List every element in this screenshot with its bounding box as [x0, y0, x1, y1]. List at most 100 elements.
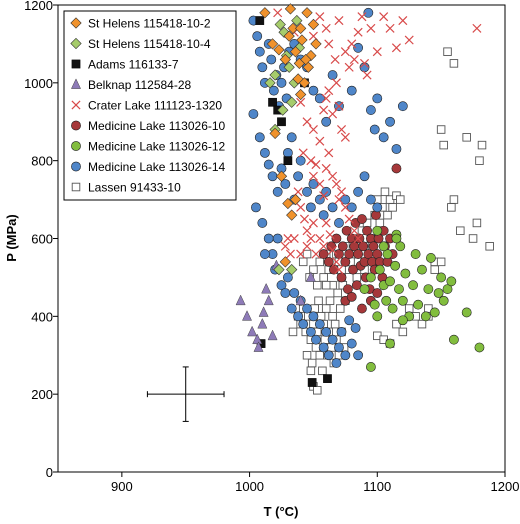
- data-point: [286, 132, 297, 143]
- data-point: [302, 61, 314, 73]
- data-point: [353, 27, 363, 37]
- data-point: [318, 210, 329, 221]
- data-point: [314, 319, 325, 330]
- data-point: [307, 378, 317, 387]
- data-point: [446, 276, 457, 287]
- data-point: [268, 85, 279, 96]
- data-point: [363, 7, 374, 18]
- data-point: [263, 233, 274, 244]
- data-point: [295, 88, 307, 101]
- data-point: [263, 159, 274, 170]
- y-axis-title: P (MPa): [4, 214, 19, 261]
- data-point: [306, 366, 316, 376]
- data-point: [417, 264, 427, 275]
- data-point: [286, 96, 298, 108]
- data-point: [340, 132, 350, 142]
- data-point: [365, 272, 376, 283]
- legend-marker: [71, 182, 81, 192]
- data-point: [280, 241, 290, 251]
- data-point: [382, 249, 393, 259]
- data-point: [306, 156, 316, 166]
- data-point: [430, 265, 440, 274]
- y-tick-label: 400: [31, 309, 53, 324]
- data-point: [315, 179, 325, 189]
- data-point: [353, 233, 363, 244]
- data-point: [319, 191, 329, 201]
- legend-box: [63, 10, 237, 201]
- data-point: [344, 214, 354, 224]
- data-point: [349, 226, 359, 236]
- data-point: [449, 59, 459, 68]
- data-point: [314, 93, 325, 104]
- data-point: [391, 43, 401, 53]
- data-point: [302, 351, 312, 360]
- data-point: [293, 311, 304, 322]
- data-point: [321, 93, 331, 103]
- data-point: [302, 303, 312, 314]
- data-point: [359, 58, 370, 68]
- data-point: [325, 296, 335, 306]
- data-point: [353, 42, 364, 53]
- data-point: [375, 218, 385, 228]
- x-tick-labels: 900 1000 1100 1200: [111, 479, 519, 494]
- data-point: [272, 233, 283, 244]
- data-point: [314, 296, 323, 306]
- data-point: [325, 230, 335, 240]
- data-point: [334, 16, 344, 26]
- data-point: [266, 38, 279, 50]
- legend-marker: [71, 120, 81, 131]
- data-point: [340, 256, 351, 267]
- data-point: [259, 249, 270, 259]
- data-point: [315, 12, 325, 22]
- data-point: [346, 202, 357, 213]
- data-point: [353, 249, 364, 259]
- data-point: [357, 303, 367, 314]
- data-point: [263, 294, 274, 306]
- data-point: [282, 197, 294, 210]
- data-point: [276, 280, 287, 291]
- data-point: [328, 245, 338, 255]
- data-point: [277, 104, 289, 116]
- data-point: [324, 39, 334, 49]
- data-point: [283, 156, 293, 166]
- data-point: [381, 295, 392, 306]
- data-point: [472, 23, 482, 33]
- data-point: [353, 350, 364, 361]
- data-point: [323, 350, 334, 361]
- data-point: [302, 249, 312, 259]
- data-point: [272, 186, 283, 197]
- y-tick-label: 0: [46, 465, 53, 480]
- data-point: [387, 303, 398, 314]
- data-point: [268, 97, 277, 107]
- data-point: [274, 18, 286, 31]
- data-point: [439, 140, 448, 150]
- data-point: [357, 214, 367, 224]
- y-tick-label: 600: [31, 232, 53, 247]
- legend-label: St Helens 115418-10-4: [88, 37, 211, 51]
- data-point: [358, 241, 369, 252]
- series-5: [318, 163, 402, 314]
- data-point: [408, 280, 418, 291]
- data-point: [286, 303, 297, 314]
- data-point: [323, 256, 334, 267]
- data-point: [258, 306, 269, 317]
- data-point: [321, 116, 332, 127]
- data-point: [334, 218, 344, 228]
- data-point: [442, 284, 453, 294]
- data-point: [443, 47, 452, 56]
- data-point: [305, 271, 316, 282]
- data-point: [334, 342, 344, 353]
- data-point: [289, 46, 302, 58]
- y-tick-label: 800: [31, 154, 53, 169]
- data-point: [336, 326, 347, 337]
- data-point: [283, 30, 295, 42]
- data-point: [334, 195, 344, 205]
- data-point: [372, 202, 383, 213]
- data-point: [335, 304, 345, 313]
- data-point: [413, 299, 424, 310]
- data-point: [257, 218, 268, 228]
- data-point: [318, 249, 329, 259]
- data-point: [426, 253, 436, 263]
- data-point: [385, 276, 395, 287]
- data-point: [397, 315, 408, 326]
